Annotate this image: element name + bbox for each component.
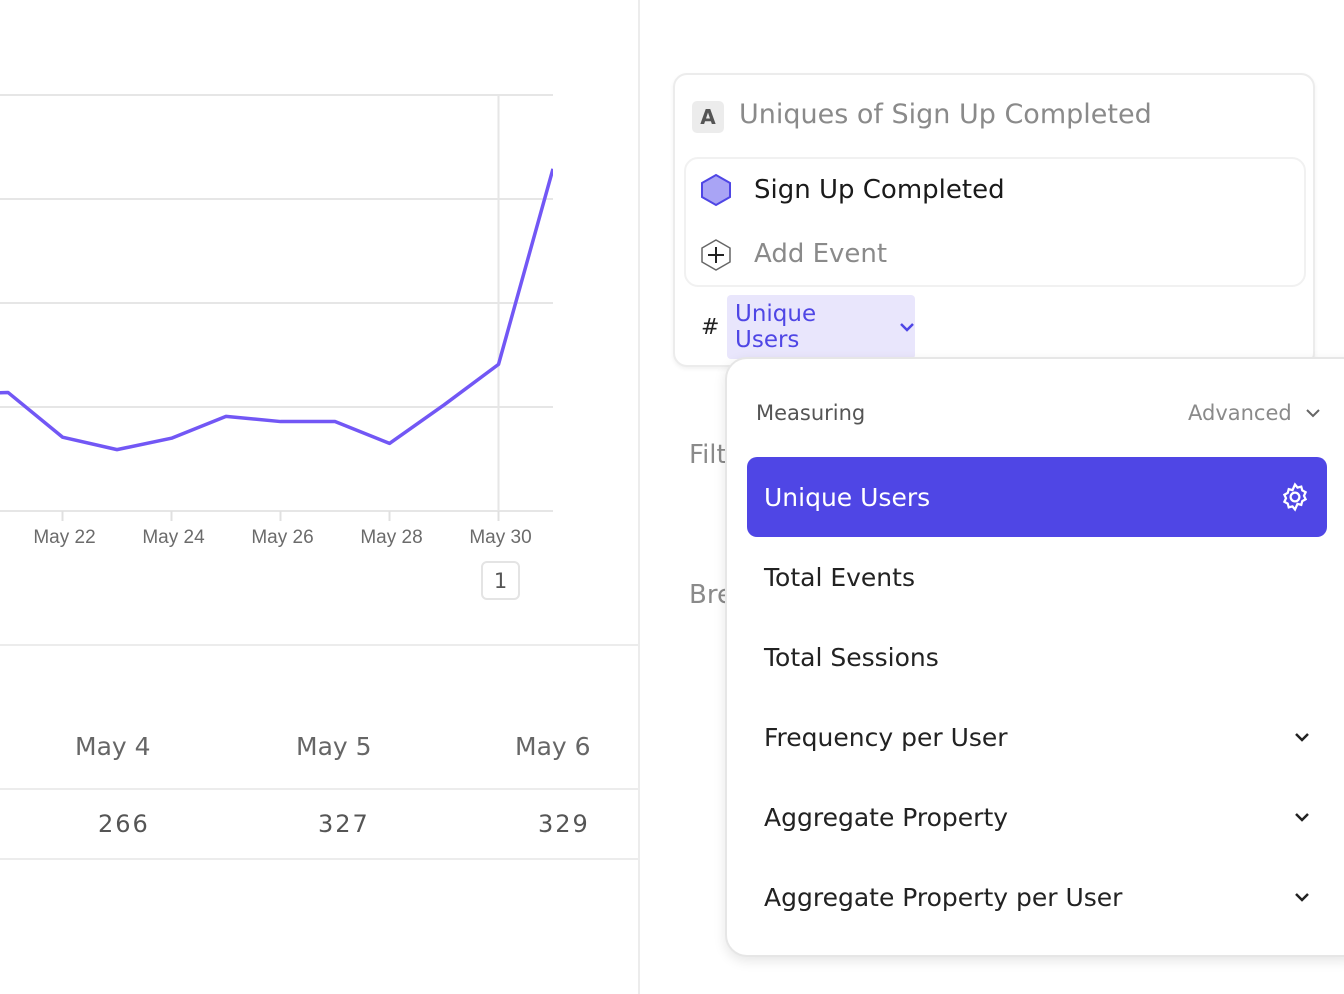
- x-tick-label: May 28: [360, 527, 422, 548]
- chevron-down-icon: [1295, 893, 1309, 902]
- menu-item-label: Aggregate Property: [764, 802, 1009, 832]
- chevron-down-icon: [1295, 733, 1309, 742]
- menu-item-frequency-per-user[interactable]: Frequency per User: [747, 697, 1327, 777]
- chevron-down-icon: [1295, 813, 1309, 822]
- query-letter-badge: A: [692, 101, 724, 133]
- annotation-count: 1: [493, 568, 508, 593]
- query-title[interactable]: Uniques of Sign Up Completed: [739, 99, 1152, 130]
- event-sign-up-completed[interactable]: Sign Up Completed: [754, 175, 1005, 205]
- menu-heading: Measuring: [756, 401, 866, 425]
- menu-item-unique-users[interactable]: Unique Users: [747, 457, 1327, 537]
- table-cell: 327: [318, 810, 370, 838]
- add-event-icon[interactable]: [700, 238, 732, 272]
- gear-icon[interactable]: [1280, 482, 1310, 512]
- x-tick-label: May 26: [251, 527, 313, 548]
- chevron-down-icon: [900, 323, 914, 332]
- table-row-divider: [0, 858, 638, 860]
- x-tick-label: May 24: [142, 527, 205, 548]
- column-header: May 6: [515, 732, 591, 761]
- measure-dropdown[interactable]: Unique Users: [727, 295, 915, 359]
- column-header: May 4: [75, 732, 151, 761]
- menu-item-label: Aggregate Property per User: [764, 882, 1123, 912]
- menu-item-total-events[interactable]: Total Events: [747, 537, 1327, 617]
- table-header-divider: [0, 788, 638, 790]
- table-cell: 329: [538, 810, 590, 838]
- panel-divider: [638, 0, 640, 994]
- line-chart: May 22 May 24 May 26 May 28 May 30: [0, 94, 553, 548]
- menu-item-label: Unique Users: [764, 482, 931, 512]
- menu-item-aggregate-property[interactable]: Aggregate Property: [747, 777, 1327, 857]
- advanced-label: Advanced: [1188, 401, 1292, 425]
- filter-section-label: Filt: [689, 440, 727, 470]
- query-card: A Uniques of Sign Up Completed Sign Up C…: [673, 73, 1315, 367]
- menu-item-label: Total Sessions: [764, 642, 939, 672]
- hash-icon: #: [701, 315, 720, 340]
- table-top-divider: [0, 644, 638, 646]
- menu-item-label: Frequency per User: [764, 722, 1008, 752]
- advanced-toggle[interactable]: Advanced: [1188, 401, 1320, 425]
- table-cell: 266: [98, 810, 150, 838]
- menu-item-label: Total Events: [764, 562, 915, 592]
- x-tick-label: May 22: [33, 527, 95, 548]
- measure-dropdown-label: Unique Users: [735, 301, 817, 353]
- menu-item-total-sessions[interactable]: Total Sessions: [747, 617, 1327, 697]
- x-tick-label: May 30: [469, 527, 531, 548]
- series-line: [0, 168, 553, 452]
- measuring-menu: Measuring Advanced Unique Users Total Ev…: [725, 357, 1344, 957]
- chevron-down-icon: [1306, 408, 1320, 417]
- column-header: May 5: [296, 732, 372, 761]
- event-list: Sign Up Completed Add Event: [684, 157, 1306, 287]
- add-event-button[interactable]: Add Event: [754, 239, 888, 269]
- menu-item-aggregate-property-per-user[interactable]: Aggregate Property per User: [747, 857, 1327, 937]
- event-hexagon-icon: [701, 173, 731, 207]
- annotation-marker[interactable]: 1: [481, 561, 520, 600]
